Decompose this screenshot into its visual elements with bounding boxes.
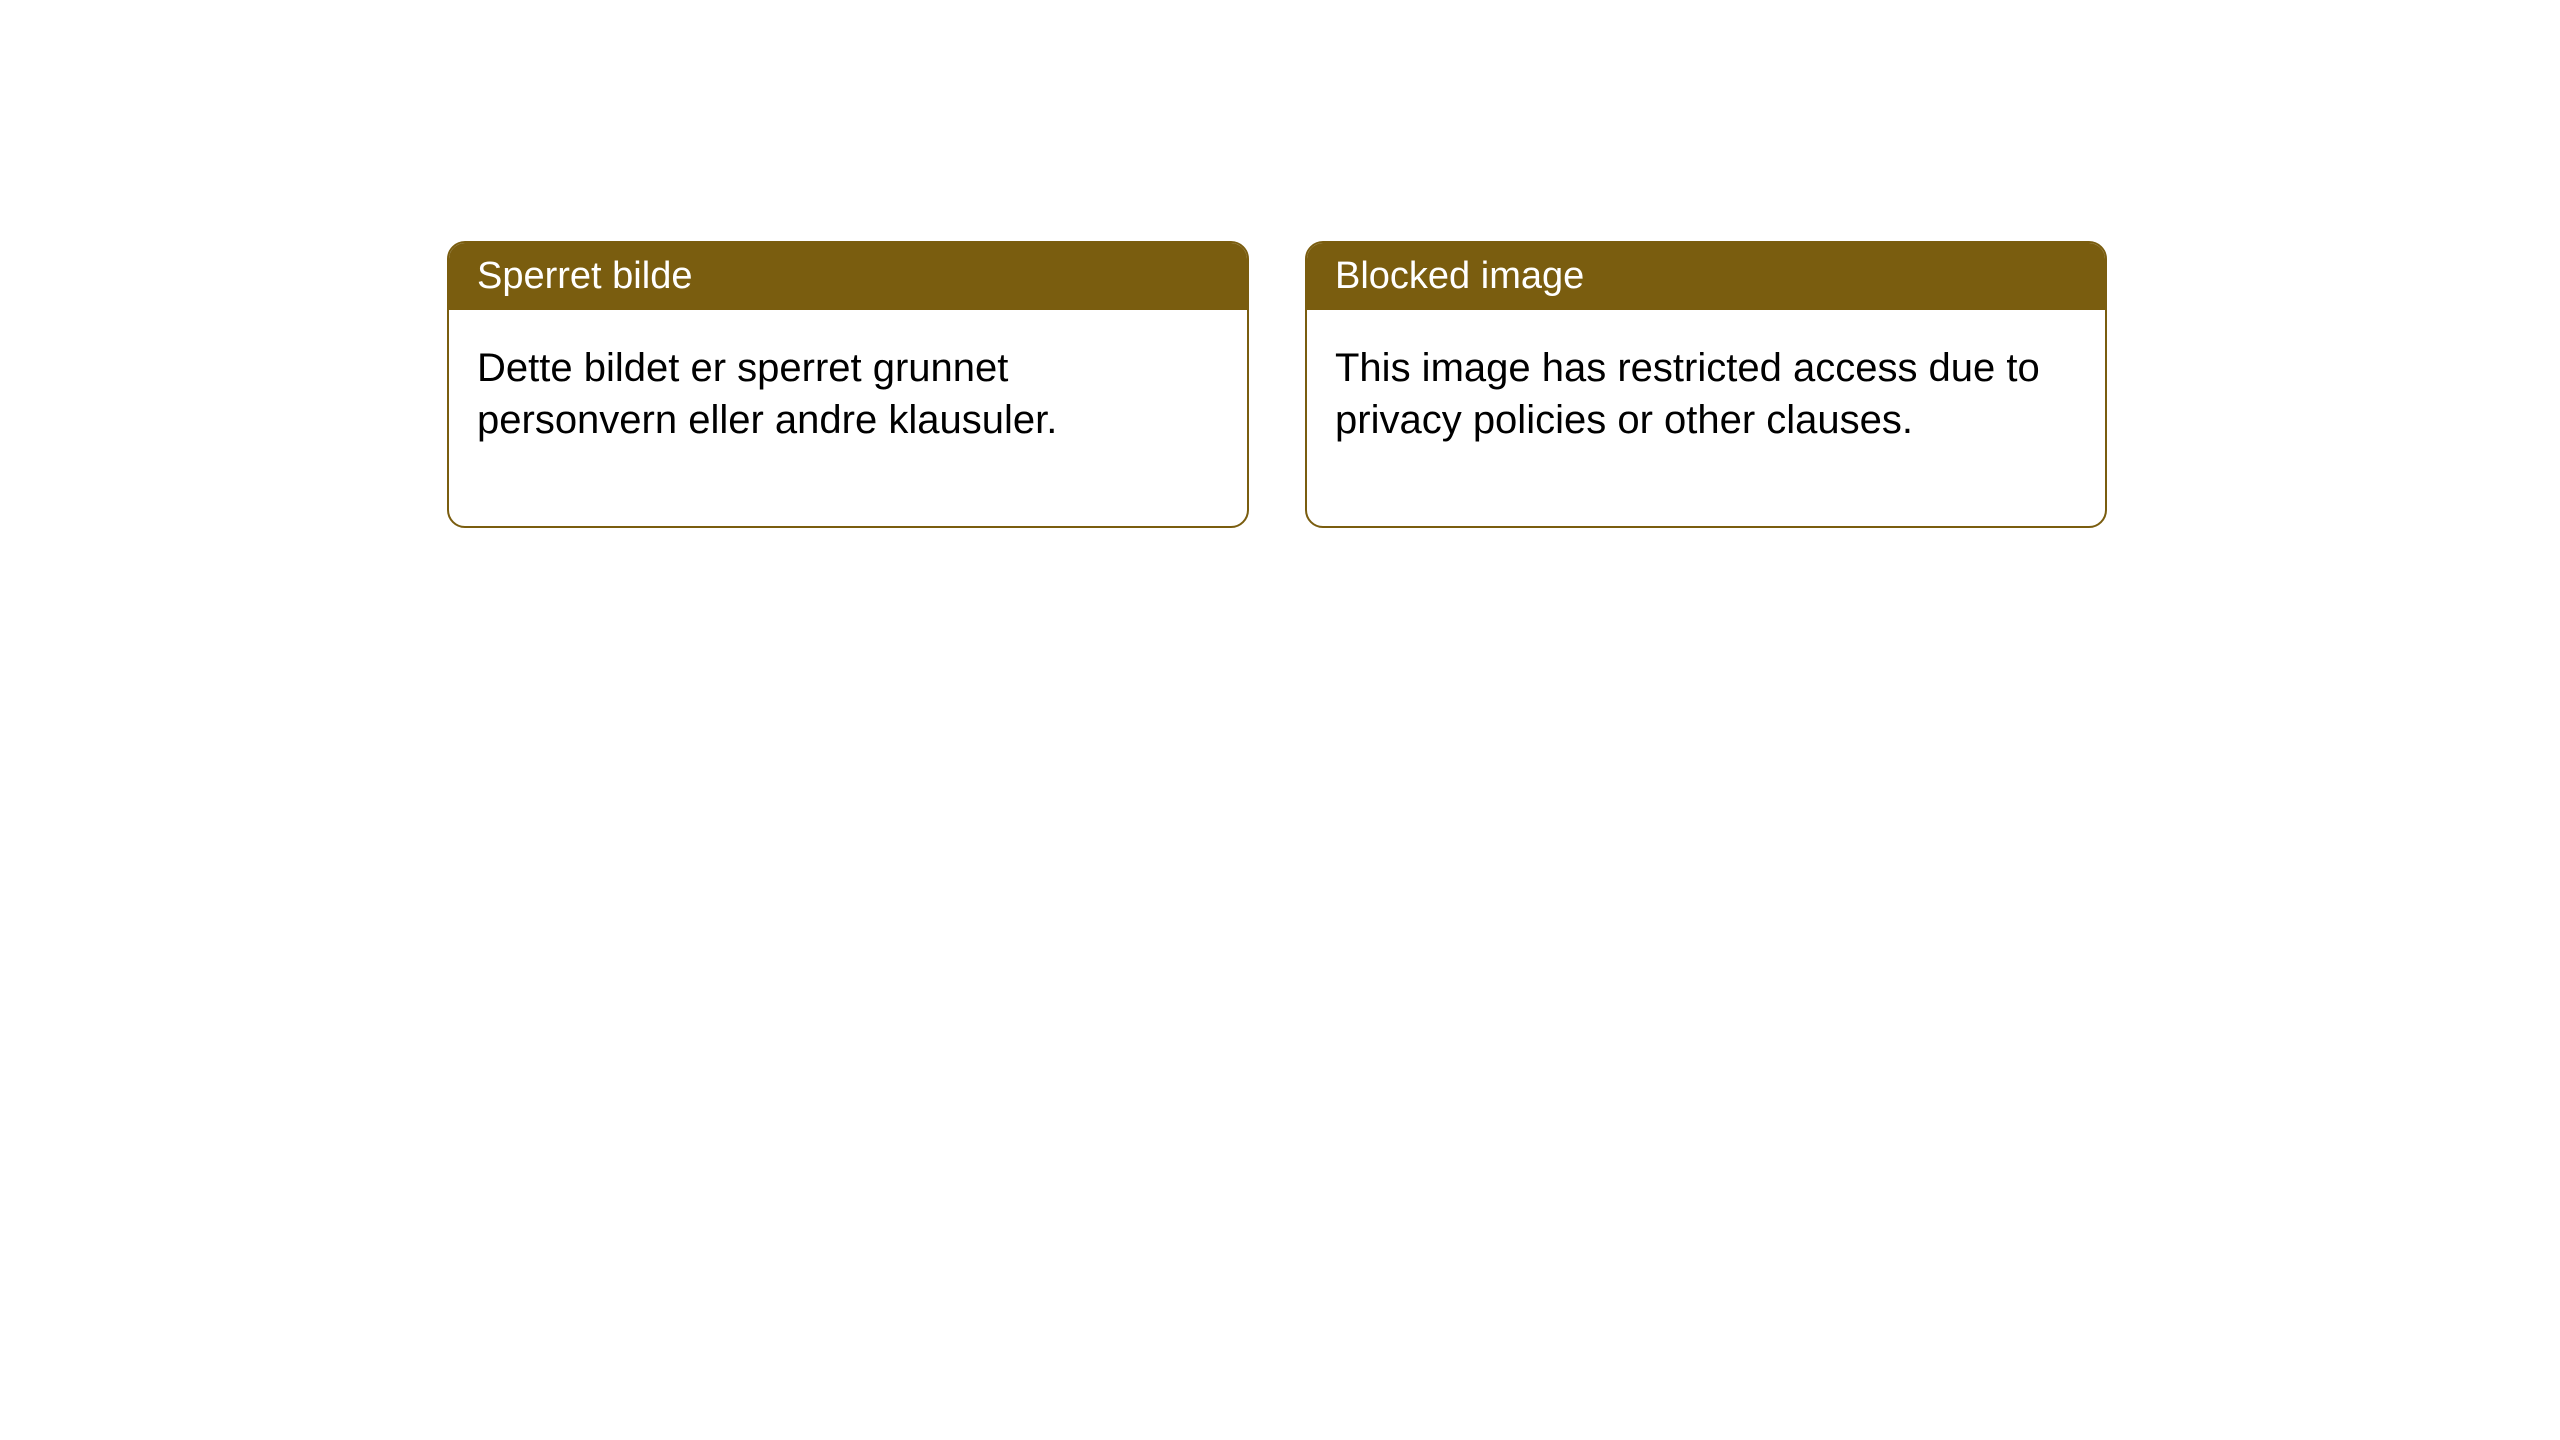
- card-body: This image has restricted access due to …: [1307, 310, 2105, 526]
- card-container: Sperret bilde Dette bildet er sperret gr…: [0, 0, 2560, 528]
- card-header: Sperret bilde: [449, 243, 1247, 310]
- card-body: Dette bildet er sperret grunnet personve…: [449, 310, 1247, 526]
- blocked-image-card-english: Blocked image This image has restricted …: [1305, 241, 2107, 528]
- blocked-image-card-norwegian: Sperret bilde Dette bildet er sperret gr…: [447, 241, 1249, 528]
- card-header: Blocked image: [1307, 243, 2105, 310]
